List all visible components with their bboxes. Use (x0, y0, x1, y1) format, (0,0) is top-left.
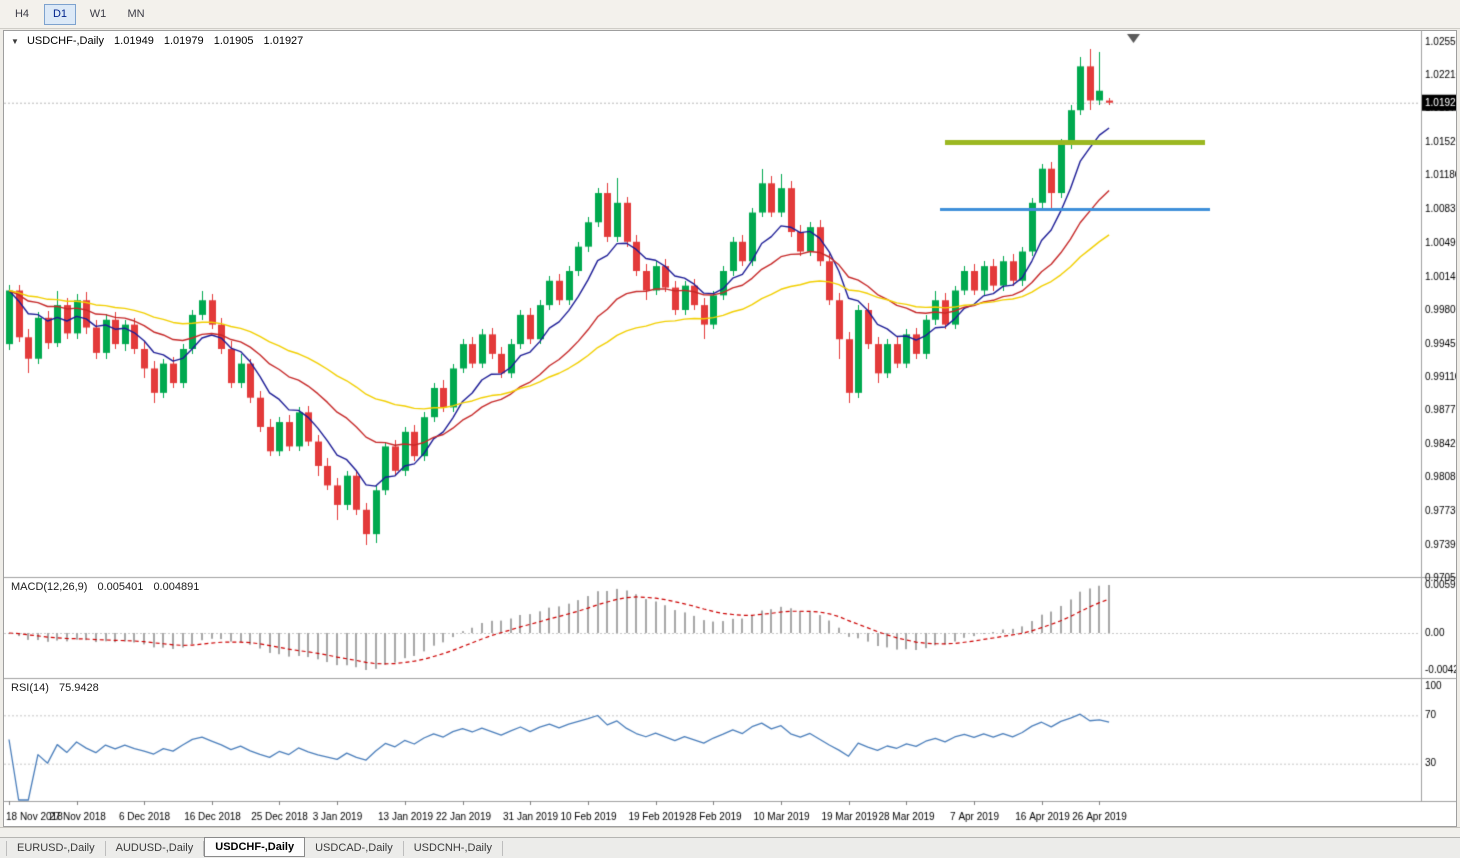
chart-horizontal-scrollbar[interactable] (0, 827, 1460, 837)
macd-name: MACD(12,26,9) (11, 581, 88, 593)
rsi-value: 75.9428 (58, 682, 99, 694)
rsi-name: RSI(14) (11, 682, 49, 694)
macd-signal-value: 0.004891 (153, 581, 200, 593)
timeframe-button-w1[interactable]: W1 (89, 7, 107, 20)
ohlc-open: 1.01949 (114, 35, 154, 47)
ohlc-low: 1.01905 (213, 35, 254, 47)
chart-header: ▼ USDCHF-,Daily 1.01949 1.01979 1.01905 … (11, 35, 303, 47)
rsi-indicator-label: RSI(14) 75.9428 (11, 682, 99, 694)
timeframe-toolbar: H4 D1 W1 MN (0, 0, 1460, 29)
price-chart-canvas[interactable] (4, 31, 1456, 826)
chart-tab-usdcad[interactable]: USDCAD-,Daily (305, 840, 404, 856)
macd-main-value: 0.005401 (97, 581, 144, 593)
chart-symbol-label: USDCHF-,Daily (26, 35, 104, 47)
timeframe-button-mn[interactable]: MN (127, 7, 145, 20)
chart-collapse-icon[interactable]: ▼ (11, 37, 19, 46)
chart-tab-audusd[interactable]: AUDUSD-,Daily (106, 840, 205, 856)
timeframe-button-h4[interactable]: H4 (14, 7, 30, 20)
chart-tab-usdcnh[interactable]: USDCNH-,Daily (404, 840, 503, 856)
timeframe-button-d1[interactable]: D1 (44, 3, 76, 25)
chart-window: ▼ USDCHF-,Daily 1.01949 1.01979 1.01905 … (3, 30, 1457, 827)
chart-tabbar: EURUSD-,Daily AUDUSD-,Daily USDCHF-,Daily U… (0, 837, 1460, 858)
macd-indicator-label: MACD(12,26,9) 0.005401 0.004891 (11, 581, 199, 593)
ohlc-close: 1.01927 (263, 35, 304, 47)
chart-tab-eurusd[interactable]: EURUSD-,Daily (6, 840, 106, 856)
ohlc-high: 1.01979 (163, 35, 204, 47)
chart-tab-usdchf[interactable]: USDCHF-,Daily (204, 837, 306, 857)
